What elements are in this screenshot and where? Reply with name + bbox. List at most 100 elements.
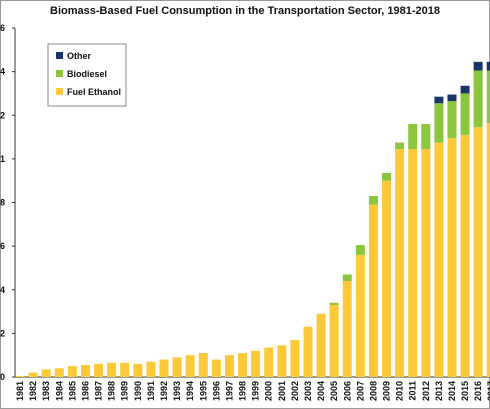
bar-segment (395, 149, 405, 377)
bar-segment (473, 61, 483, 71)
bar-segment (434, 142, 444, 377)
x-tick-label: 1994 (185, 381, 195, 401)
x-tick-label: 2009 (382, 381, 392, 401)
bar-segment (447, 94, 457, 102)
bar-segment (290, 339, 300, 377)
x-tick-label: 2002 (290, 381, 300, 401)
bar-segment (211, 359, 221, 377)
bar-segment (238, 353, 248, 377)
y-tick-label: 0.2 (0, 328, 5, 338)
bar-segment (94, 363, 104, 377)
x-tick-label: 1986 (80, 381, 90, 401)
x-tick-label: 1999 (251, 381, 261, 401)
bar-segment (277, 345, 287, 377)
x-tick-label: 1987 (94, 381, 104, 401)
x-tick-label: 2007 (355, 381, 365, 401)
x-tick-label: 2005 (329, 381, 339, 401)
x-tick-label: 2003 (303, 381, 313, 401)
bar-segment (421, 123, 431, 150)
y-tick-label: 0.4 (0, 285, 5, 295)
x-tick-label: 2004 (316, 381, 326, 401)
y-tick-label: 1.2 (0, 110, 5, 120)
bar-segment (486, 61, 490, 71)
bar-segment (342, 281, 352, 377)
x-tick-label: 2010 (395, 381, 405, 401)
y-tick-label: 1.4 (0, 67, 5, 77)
legend-swatch (56, 52, 63, 59)
bar-segment (486, 122, 490, 378)
bar-segment (382, 180, 392, 377)
bar-segment (395, 142, 405, 150)
x-tick-label: 2013 (434, 381, 444, 401)
y-tick-label: 0 (0, 372, 5, 382)
bar-segment (355, 254, 365, 377)
bar-segment (41, 369, 51, 377)
x-tick-label: 2017 (486, 381, 490, 401)
bar-segment (185, 355, 195, 377)
x-tick-label: 2016 (473, 381, 483, 401)
bar-segment (329, 302, 339, 306)
bar-segment (28, 372, 38, 377)
bar-segment (382, 173, 392, 181)
y-tick-label: 0.6 (0, 241, 5, 251)
bar-segment (264, 347, 274, 377)
x-tick-label: 1998 (238, 381, 248, 401)
x-tick-label: 1993 (172, 381, 182, 401)
bar-segment (434, 96, 444, 104)
bar-segment (303, 326, 313, 377)
bar-segment (447, 101, 457, 139)
bar-segment (198, 353, 208, 377)
bar-segment (460, 93, 470, 135)
x-tick-label: 2015 (460, 381, 470, 401)
x-tick-label: 1997 (224, 381, 234, 401)
x-tick-label: 1988 (107, 381, 117, 401)
bar-segment (67, 366, 77, 377)
x-tick-label: 1983 (41, 381, 51, 401)
x-tick-label: 2006 (342, 381, 352, 401)
x-tick-label: 1992 (159, 381, 169, 401)
bar-segment (107, 362, 117, 377)
bar-segment (368, 204, 378, 377)
bar-segment (146, 361, 156, 377)
bar-segment (172, 357, 182, 377)
bar-segment (473, 127, 483, 377)
legend-label: Other (67, 51, 92, 61)
bar-segment (224, 355, 234, 377)
y-tick-label: 1.6 (0, 23, 5, 33)
x-tick-label: 1981 (15, 381, 25, 401)
x-tick-label: 2000 (264, 381, 274, 401)
bar-segment (342, 274, 352, 282)
bar-segment (460, 134, 470, 377)
x-tick-label: 1990 (133, 381, 143, 401)
bar-segment (408, 123, 418, 150)
bar-segment (120, 362, 130, 377)
bar-segment (447, 138, 457, 377)
x-tick-label: 2011 (408, 381, 418, 401)
legend-label: Biodiesel (67, 69, 107, 79)
x-tick-label: 2008 (368, 381, 378, 401)
bar-segment (251, 350, 261, 377)
chart-title: Biomass-Based Fuel Consumption in the Tr… (50, 5, 440, 17)
bar-segment (329, 305, 339, 377)
bar-segment (421, 149, 431, 377)
x-tick-label: 2001 (277, 381, 287, 401)
bar-segment (80, 365, 90, 377)
bar-segment (54, 368, 64, 377)
y-tick-label: 1 (0, 154, 5, 164)
bar-segment (473, 70, 483, 128)
bar-segment (408, 149, 418, 377)
x-tick-label: 1984 (54, 381, 64, 401)
bar-segment (15, 375, 25, 377)
y-tick-label: 0.8 (0, 198, 5, 208)
legend-label: Fuel Ethanol (67, 87, 121, 97)
bar-segment (368, 195, 378, 205)
x-tick-label: 2014 (447, 381, 457, 401)
x-tick-label: 1985 (67, 381, 77, 401)
bar-segment (159, 359, 169, 377)
legend-swatch (56, 70, 63, 77)
legend: Other Biodiesel Fuel Ethanol (47, 43, 127, 107)
bar-segment (355, 245, 365, 255)
x-tick-label: 2012 (421, 381, 431, 401)
bar-segment (460, 85, 470, 94)
